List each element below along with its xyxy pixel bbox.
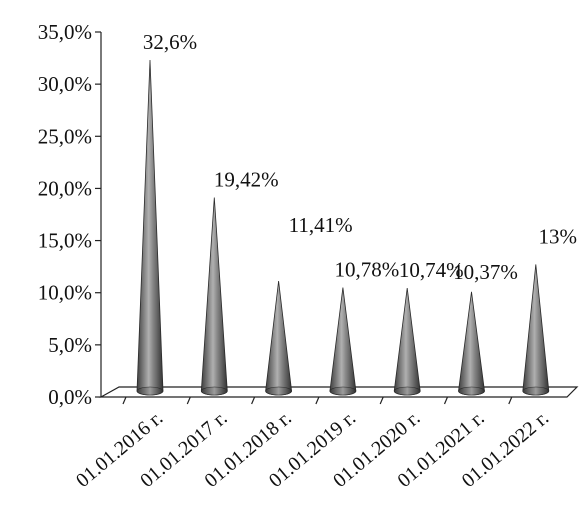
x-tick-mark [122, 396, 127, 405]
y-tick-label: 15,0% [38, 229, 92, 253]
cone-body [522, 264, 550, 396]
cone-base [201, 386, 228, 396]
cone-body [200, 197, 228, 396]
cone [265, 280, 293, 396]
cone-base [393, 386, 421, 396]
cone-body [265, 280, 293, 396]
data-label: 10,74% [399, 258, 464, 282]
cone [393, 287, 421, 396]
floor-outline [98, 386, 579, 398]
cone [329, 287, 357, 396]
data-label: 11,41% [289, 213, 353, 237]
y-tick-label: 20,0% [38, 176, 92, 200]
y-tick-label: 35,0% [38, 20, 92, 44]
x-tick-mark [508, 396, 513, 405]
data-label: 32,6% [143, 30, 197, 54]
cone-base [265, 386, 292, 396]
cone-base [329, 386, 357, 396]
y-tick-label: 0,0% [48, 385, 92, 409]
cone-base [522, 386, 550, 396]
data-label: 19,42% [214, 167, 279, 191]
x-tick-mark [443, 396, 449, 405]
y-tick-label: 10,0% [38, 281, 92, 305]
data-label: 10,78% [335, 258, 400, 282]
y-tick-label: 5,0% [48, 333, 92, 357]
cone-base [136, 386, 164, 396]
x-tick-mark [251, 396, 256, 405]
data-labels: 32,6% 19,42% 11,41% 10,78% 10,74%10,37% 13% [143, 30, 577, 284]
data-label: 13% [539, 224, 578, 248]
cone [136, 60, 164, 396]
cone [200, 197, 228, 396]
chart-floor [98, 386, 579, 405]
cone [458, 291, 485, 396]
x-tick-mark [379, 396, 384, 405]
x-tick-mark [315, 396, 320, 405]
x-axis-labels: 01.01.2016 г.01.01.2017 г.01.01.2018 г.0… [72, 407, 553, 492]
y-tick-label: 30,0% [38, 72, 92, 96]
cone-body [329, 287, 357, 396]
cone-body [458, 291, 485, 396]
cone-body [393, 287, 421, 396]
cone-body [136, 60, 164, 396]
x-tick-mark [186, 396, 191, 405]
cone-base [458, 386, 485, 396]
cone [522, 264, 550, 396]
y-tick-label: 25,0% [38, 124, 92, 148]
y-axis-ticks: 0,0% 5,0% 10,0% 15,0% 20,0% 25,0% 30,0% 35,0% [38, 20, 101, 409]
data-label: 10,37% [453, 260, 518, 284]
chart-cones [136, 60, 550, 396]
